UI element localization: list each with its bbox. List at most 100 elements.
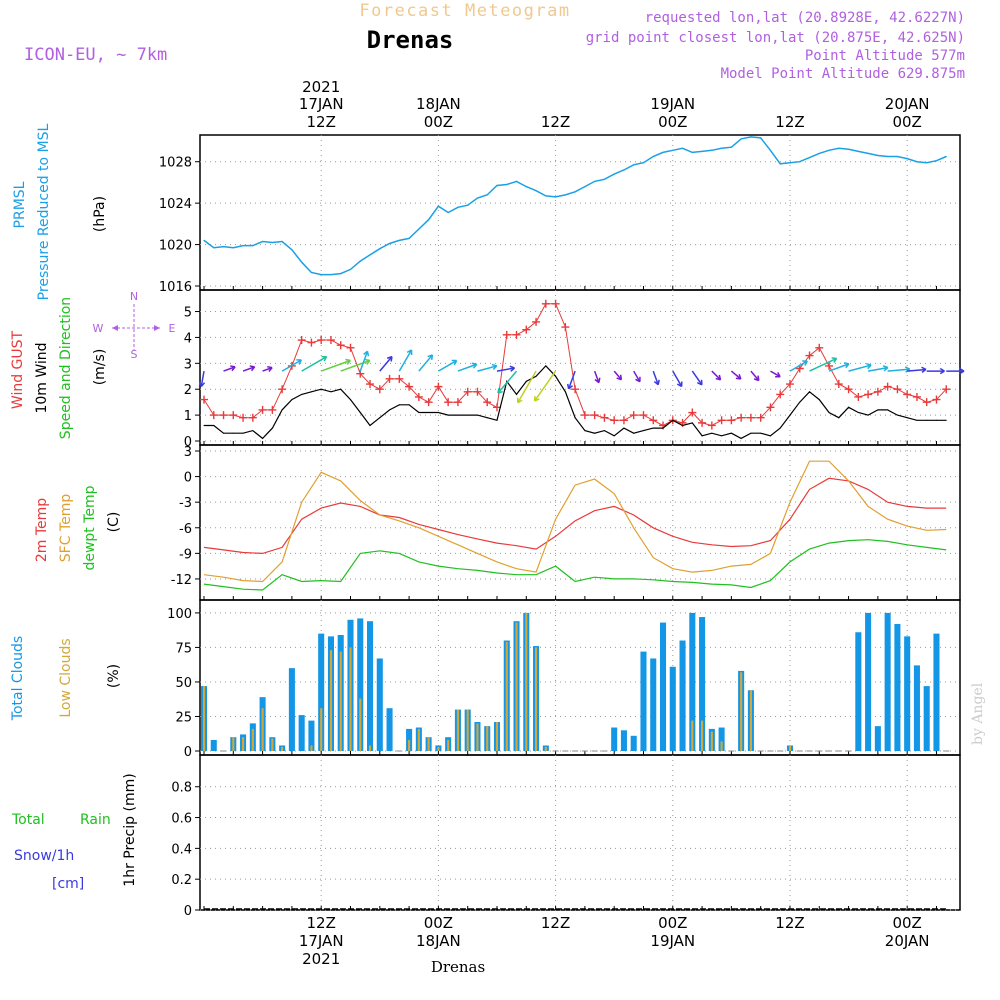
wind-arrow	[534, 370, 557, 402]
gust-marker	[551, 299, 560, 308]
wind-point	[428, 412, 430, 414]
wind-point	[711, 432, 713, 434]
pressure-point	[584, 185, 586, 188]
wind-point	[525, 380, 527, 382]
wind-arrow-head	[939, 367, 945, 375]
gust-marker	[629, 411, 638, 420]
bottom-hour-label: 12Z	[307, 914, 336, 932]
wind-point	[740, 437, 742, 439]
low-cloud-bar	[368, 745, 372, 751]
gust-marker	[834, 380, 843, 389]
wind-arrow-head	[364, 358, 371, 365]
gust-marker	[366, 380, 375, 389]
pressure-label: PRMSL	[12, 181, 28, 228]
panel-frame	[199, 444, 961, 601]
wind-arrow-head	[697, 379, 703, 386]
total-cloud-bar	[855, 632, 862, 751]
pressure-point	[340, 272, 342, 275]
pressure-point	[252, 245, 254, 247]
wind-label: 10m Wind	[34, 342, 50, 413]
total-cloud-bar	[650, 658, 657, 751]
wind-point	[789, 414, 791, 416]
pressure-point	[603, 178, 606, 180]
top-date-label: 18JAN	[416, 95, 461, 113]
wind-arrow-head	[616, 374, 623, 381]
bottom-hour-label: 00Z	[892, 914, 921, 932]
pressure-point	[281, 240, 283, 243]
wind-point	[379, 417, 381, 419]
pressure-point	[730, 146, 732, 148]
wind-arrow	[750, 370, 760, 381]
wind-arrow	[789, 360, 808, 372]
pressure-point	[242, 245, 244, 247]
pressure-point	[672, 149, 674, 151]
gust-marker	[219, 411, 228, 420]
wind-arrow-head	[831, 357, 838, 364]
low-cloud-bar	[281, 746, 284, 751]
pressure-point	[877, 154, 879, 157]
wind-arrow-head	[676, 381, 683, 388]
gust-marker	[580, 411, 589, 420]
low-cloud-bar	[359, 698, 362, 751]
total-cloud-bar	[659, 622, 667, 751]
footer-station: Drenas	[431, 958, 485, 976]
clouds-bars	[200, 612, 950, 752]
wind-arrow-head	[802, 360, 808, 366]
gust-marker	[200, 395, 208, 404]
low-cloud-bar	[525, 612, 528, 751]
pressure-point	[887, 155, 889, 158]
wind-point	[877, 409, 879, 411]
y-tick-label: 100	[167, 607, 192, 622]
wind-point	[486, 417, 488, 419]
wind-point	[457, 414, 459, 416]
gust-marker	[268, 405, 277, 414]
bottom-year-label: 2021	[302, 950, 340, 968]
wind-arrow	[770, 370, 781, 378]
pressure-point	[838, 147, 840, 149]
wind-point	[935, 419, 937, 421]
precip-snow-label: Snow/1h	[14, 848, 74, 864]
pressure-point	[320, 274, 322, 276]
gust-marker	[317, 336, 326, 345]
wind-series	[203, 365, 947, 440]
gust-marker	[756, 413, 765, 422]
gust-marker	[844, 385, 853, 394]
low-cloud-bar	[740, 672, 743, 751]
pressure-point	[916, 161, 918, 163]
pressure-point	[398, 239, 400, 242]
y-tick-label: 2	[184, 383, 192, 398]
wind-point	[408, 404, 410, 406]
wind-arrow	[828, 363, 850, 372]
gust-marker	[453, 398, 462, 407]
gust-marker	[561, 323, 570, 332]
pressure-point	[564, 194, 566, 196]
compass-arrow-w	[112, 325, 118, 331]
wind-point	[369, 424, 371, 426]
compass-rose: N S W E	[93, 290, 176, 361]
wind-arrow	[907, 368, 927, 372]
pressure-point	[486, 194, 488, 196]
y-tick-label: 0	[184, 904, 192, 919]
wind-point	[633, 432, 635, 434]
total-cloud-bar	[366, 621, 374, 751]
gust-marker	[727, 416, 736, 425]
panel-wind: 0 1 2 3 4 5	[184, 289, 961, 450]
gust-marker	[434, 382, 443, 391]
temp-unit: (C)	[106, 512, 122, 533]
pressure-point	[437, 205, 439, 207]
y-tick-label: 75	[175, 641, 192, 656]
gust-marker	[395, 374, 404, 383]
gust-marker	[473, 387, 482, 396]
pressure-point	[926, 162, 928, 164]
low-cloud-bar	[788, 745, 792, 751]
total-cloud-bar	[376, 658, 383, 751]
pressure-point	[515, 180, 518, 182]
pressure-point	[535, 190, 537, 192]
wind-point	[437, 412, 439, 414]
low-cloud-bar	[339, 651, 342, 751]
wind-arrow-head	[635, 376, 641, 383]
wind-point	[613, 435, 615, 437]
wind-arrow	[652, 370, 659, 385]
precip-unit: 1hr Precip (mm)	[122, 773, 138, 886]
gust-marker	[444, 398, 453, 407]
